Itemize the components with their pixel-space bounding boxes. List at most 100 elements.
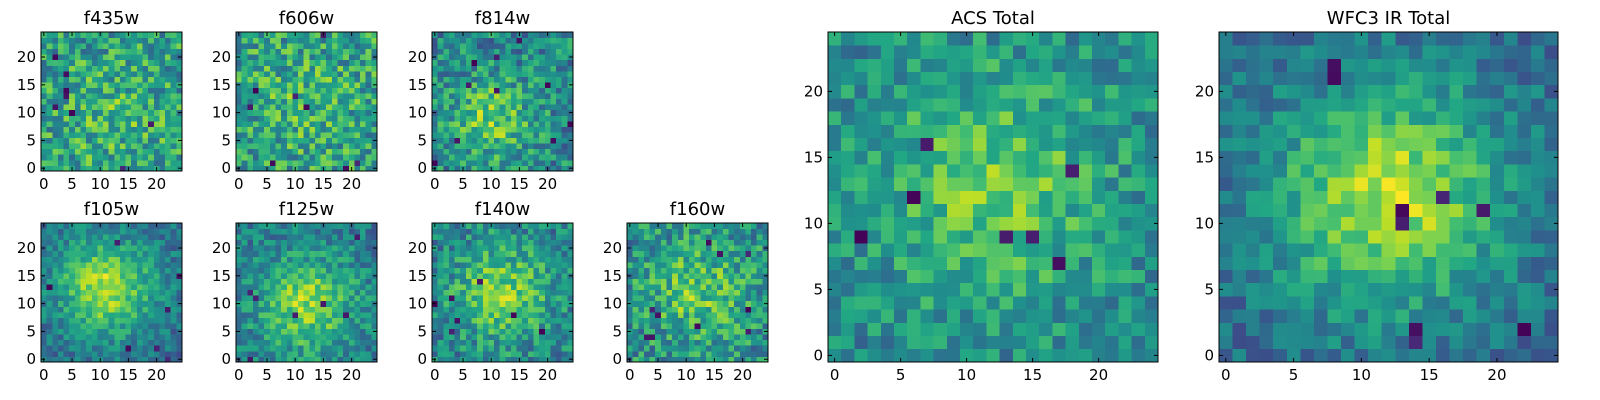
heatmap-cell: [264, 65, 271, 72]
heatmap-cell: [465, 228, 472, 235]
heatmap-cell: [136, 350, 143, 357]
heatmap-cell: [269, 82, 276, 88]
heatmap-cell: [153, 345, 160, 352]
heatmap-cell: [728, 350, 735, 357]
heatmap-cell: [471, 278, 478, 285]
heatmap-cell: [114, 32, 121, 38]
heatmap-cell: [108, 317, 115, 324]
heatmap-cell: [828, 243, 842, 257]
heatmap-cell: [103, 245, 110, 252]
heatmap-cell: [86, 250, 93, 257]
heatmap-cell: [499, 104, 506, 111]
heatmap-cell: [298, 126, 305, 133]
heatmap-cell: [745, 245, 752, 252]
heatmap-cell: [119, 284, 126, 291]
heatmap-cell: [660, 273, 667, 279]
heatmap-cell: [170, 350, 177, 357]
heatmap-cell: [337, 43, 344, 50]
heatmap-cell: [119, 87, 126, 94]
heatmap-cell: [734, 267, 741, 274]
heatmap-cell: [331, 104, 338, 111]
heatmap-cell: [303, 306, 310, 313]
heatmap-cell: [694, 250, 701, 257]
heatmap-cell: [1144, 256, 1159, 270]
heatmap-cell: [894, 256, 908, 270]
heatmap-cell: [556, 93, 563, 100]
heatmap-cell: [136, 43, 143, 50]
heatmap-cell: [689, 284, 696, 291]
heatmap-cell: [494, 143, 501, 150]
heatmap-cell: [281, 289, 288, 296]
heatmap-cell: [136, 261, 143, 268]
heatmap-cell: [494, 154, 501, 161]
heatmap-cell: [153, 70, 160, 77]
heatmap-cell: [41, 323, 48, 330]
heatmap-cell: [91, 82, 98, 88]
heatmap-cell: [1026, 216, 1040, 231]
heatmap-cell: [80, 93, 87, 100]
heatmap-cell: [298, 278, 305, 285]
heatmap-cell: [567, 76, 574, 83]
heatmap-cell: [258, 234, 265, 241]
heatmap-cell: [326, 223, 333, 229]
y-tick-label: 15: [17, 76, 36, 94]
heatmap-cell: [505, 345, 512, 352]
heatmap-cell: [292, 300, 299, 307]
heatmap-cell: [80, 256, 87, 263]
heatmap-cell: [443, 32, 450, 38]
heatmap-cells: [627, 223, 769, 363]
heatmap-cell: [159, 159, 166, 166]
heatmap-cell: [91, 289, 98, 296]
heatmap-cell: [136, 306, 143, 313]
heatmap-cell: [314, 115, 321, 122]
heatmap-cell: [717, 317, 724, 324]
heatmap-cell: [69, 317, 76, 324]
heatmap-cell: [505, 159, 512, 166]
heatmap-cell: [57, 154, 64, 161]
heatmap-cell: [482, 295, 489, 302]
heatmap-cell: [57, 273, 64, 279]
heatmap-cell: [522, 284, 529, 291]
heatmap-cell: [499, 115, 506, 122]
heatmap-cell: [1052, 230, 1066, 244]
heatmap-cell: [505, 132, 512, 139]
heatmap-cells: [236, 32, 378, 172]
heatmap-cell: [343, 300, 350, 307]
heatmap-cell: [303, 284, 310, 291]
heatmap-cell: [298, 334, 305, 341]
heatmap-cell: [533, 165, 540, 172]
heatmap-cell: [148, 289, 155, 296]
heatmap-cell: [527, 109, 534, 116]
heatmap-cell: [258, 350, 265, 357]
heatmap-cell: [119, 159, 126, 166]
heatmap-cell: [527, 295, 534, 302]
heatmap-cell: [728, 339, 735, 346]
heatmap-cell: [176, 104, 183, 111]
heatmap-cell: [488, 284, 495, 291]
heatmap-cell: [556, 59, 563, 66]
heatmap-cell: [80, 295, 87, 302]
heatmap-cell: [343, 273, 350, 279]
heatmap-cell: [292, 109, 299, 116]
heatmap-cell: [739, 289, 746, 296]
heatmap-cell: [91, 137, 98, 144]
heatmap-cell: [432, 284, 439, 291]
heatmap-cell: [1105, 230, 1119, 244]
heatmap-cell: [108, 339, 115, 346]
heatmap-cell: [258, 306, 265, 313]
heatmap-cell: [275, 245, 282, 252]
heatmap-cell: [722, 311, 729, 318]
heatmap-cell: [269, 54, 276, 61]
heatmap-cell: [236, 228, 243, 235]
heatmap-cell: [527, 104, 534, 111]
heatmap-cell: [477, 143, 484, 150]
heatmap-cell: [269, 267, 276, 274]
heatmap-cell: [1039, 256, 1053, 270]
heatmap-cell: [241, 356, 248, 363]
heatmap-cell: [672, 278, 679, 285]
heatmap-cell: [745, 278, 752, 285]
heatmap-cell: [337, 289, 344, 296]
heatmap-cell: [946, 296, 961, 310]
heatmap-cell: [337, 334, 344, 341]
heatmap-cell: [632, 289, 639, 296]
